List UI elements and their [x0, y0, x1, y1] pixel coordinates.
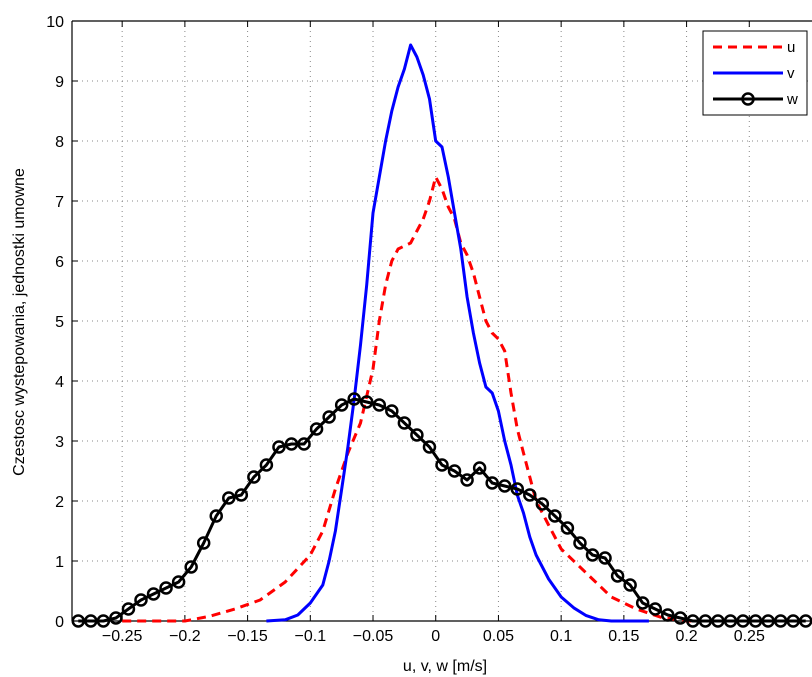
- series-point-w: [736, 614, 750, 628]
- series-point-w: [535, 497, 550, 511]
- series-point-w: [623, 578, 637, 592]
- series-point-w: [410, 428, 424, 442]
- series-point-w: [284, 437, 299, 451]
- x-tick-label: −0.25: [102, 628, 143, 645]
- series-point-w: [359, 395, 374, 409]
- series-point-w: [472, 461, 487, 475]
- series-point-w: [134, 593, 148, 607]
- series-point-w: [184, 560, 198, 574]
- series-point-w: [309, 422, 324, 436]
- series-point-w: [798, 614, 812, 628]
- series-point-w: [334, 398, 349, 412]
- series-point-w: [585, 548, 600, 562]
- series-line-v: [266, 43, 649, 623]
- series-point-w: [159, 581, 173, 595]
- series-point-w: [297, 437, 311, 451]
- series-point-w: [786, 614, 800, 628]
- series-point-w: [247, 470, 261, 484]
- series-point-w: [71, 614, 86, 628]
- series-point-w: [497, 479, 512, 493]
- x-axis-label: u, v, w [m/s]: [403, 658, 487, 675]
- series-point-w: [661, 608, 675, 622]
- plot-area: −0.25 −0.2 −0.15 −0.1 −0.05 0 0.05 0.1 0.15 0.2 0.…: [46, 14, 812, 645]
- series-point-w: [196, 536, 211, 550]
- y-tick-label: 0: [55, 614, 64, 631]
- series-point-w: [347, 392, 361, 406]
- x-tick-label: −0.15: [227, 628, 268, 645]
- series-point-w: [372, 398, 387, 412]
- x-tick-label: −0.1: [295, 628, 327, 645]
- y-axis-label: Czestosc wystepowania, jednostki umowne: [11, 168, 28, 476]
- y-tick-label: 7: [55, 194, 64, 211]
- series-point-w: [460, 473, 474, 487]
- series-point-w: [272, 440, 286, 454]
- series-point-w: [447, 464, 462, 478]
- series-point-w: [510, 482, 525, 496]
- series-point-w: [259, 458, 274, 472]
- series-point-w: [222, 491, 236, 505]
- y-tick-label: 9: [55, 74, 64, 91]
- x-tick-label: 0: [431, 628, 440, 645]
- series-point-w: [560, 521, 575, 535]
- y-tick-label: 5: [55, 314, 64, 331]
- series-point-w: [648, 602, 662, 616]
- series-point-w: [673, 611, 688, 625]
- series-point-w: [523, 488, 537, 502]
- series-line-u: [122, 175, 750, 623]
- series-point-w: [748, 614, 763, 628]
- x-tick-label: 0.05: [483, 628, 514, 645]
- series-point-w: [146, 587, 161, 601]
- series-point-w: [234, 488, 249, 502]
- x-tick-label: 0.15: [608, 628, 639, 645]
- series-point-w: [109, 611, 123, 625]
- series-point-w: [635, 596, 650, 610]
- legend-marker-w: [741, 92, 755, 106]
- series-point-w: [711, 614, 725, 628]
- x-tick-label: −0.05: [353, 628, 394, 645]
- series-point-w: [209, 509, 223, 523]
- series-point-w: [548, 509, 562, 523]
- series-point-w: [121, 602, 136, 616]
- y-tick-label: 1: [55, 554, 64, 571]
- y-tick-label: 8: [55, 134, 64, 151]
- series-point-w: [422, 440, 437, 454]
- y-tick-label: 3: [55, 434, 64, 451]
- series-point-w: [435, 458, 449, 472]
- legend-label-v: v: [787, 65, 795, 82]
- series-point-w: [485, 476, 499, 490]
- series-point-w: [84, 614, 98, 628]
- series-point-w: [773, 614, 788, 628]
- series-point-w: [723, 614, 738, 628]
- y-tick-label: 6: [55, 254, 64, 271]
- series-point-w: [397, 416, 412, 430]
- legend-label-u: u: [787, 39, 795, 56]
- series-point-w: [698, 614, 713, 628]
- y-tick-label: 2: [55, 494, 64, 511]
- series-point-w: [385, 404, 399, 418]
- series-point-w: [686, 614, 700, 628]
- x-tick-label: 0.1: [550, 628, 572, 645]
- series-point-w: [610, 569, 625, 583]
- x-tick-label: 0.25: [734, 628, 765, 645]
- legend-label-w: w: [786, 91, 798, 108]
- y-tick-label: 4: [55, 374, 64, 391]
- series-point-w: [573, 536, 587, 550]
- y-tick-label: 10: [46, 14, 64, 31]
- x-tick-label: 0.2: [675, 628, 697, 645]
- series-point-w: [761, 614, 775, 628]
- series-point-w: [598, 551, 612, 565]
- series-point-w: [171, 575, 186, 589]
- series-point-w: [96, 614, 111, 628]
- x-tick-label: −0.2: [169, 628, 201, 645]
- series-point-w: [322, 410, 336, 424]
